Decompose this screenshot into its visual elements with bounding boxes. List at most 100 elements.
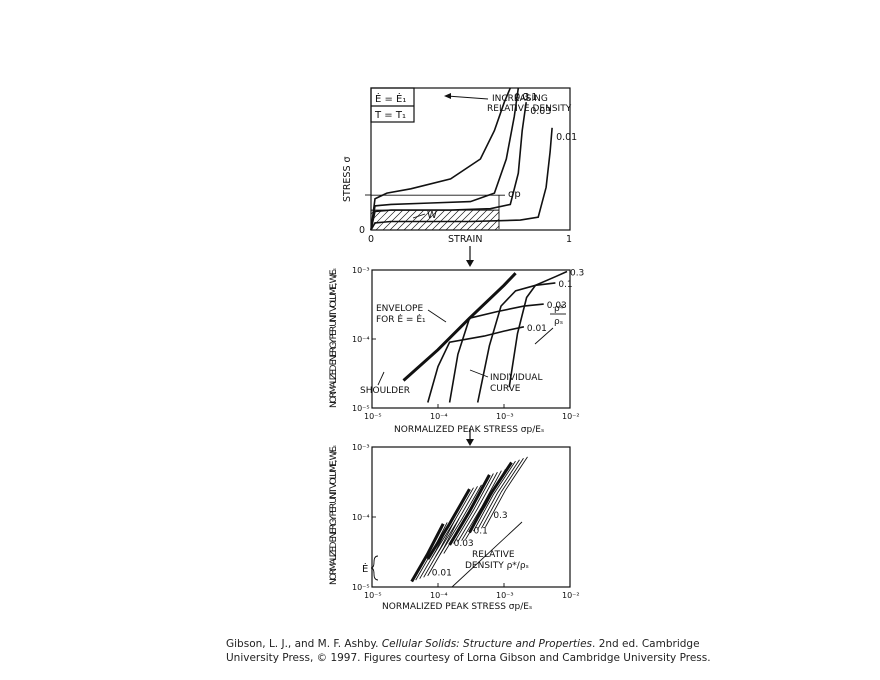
p1-hatch-line [466,209,488,231]
p3-ytick-label: 10⁻³ [352,443,370,452]
p3-xtick-label: 10⁻⁵ [364,591,382,600]
p3-anno-rate: Ė [362,562,368,575]
p1-series-labels: 0.30.1 0.03 0.01 [514,92,577,143]
p3-xlabel: NORMALIZED PEAK STRESS σp/Eₛ [382,602,532,612]
p2-ytick-label: 10⁻³ [352,266,370,275]
p3-band-line [457,471,498,543]
p1-hatch-line [389,209,411,231]
p1-hatch-line [473,209,495,231]
caption-rest: . 2nd ed. Cambridge University Press, © … [226,638,711,664]
p3-tick-labels: 10⁻⁵ 10⁻⁴ 10⁻³ 10⁻² 10⁻⁵ 10⁻⁴ 10⁻³ [352,443,580,600]
p2-ytick-label: 10⁻⁴ [352,335,370,344]
p3-rate-brace [370,555,379,581]
p3-series-0-3 [468,461,513,534]
p1-hatch-line [438,209,460,231]
p1-legend-rate: Ė = Ė₁ [375,92,406,105]
p1-curves [370,87,553,231]
p1-series-0-1 [370,87,520,231]
p2-xtick-label: 10⁻³ [496,412,514,421]
p1-series-0-3 [370,87,512,231]
p1-arrow-line [446,95,489,100]
p3-relative-leader [451,521,523,588]
p3-ytick-label: 10⁻⁴ [352,513,370,522]
p1-series-0-03 [370,102,527,231]
p1-series-0-01 [370,127,553,231]
p1-hatch-line [424,209,446,231]
p1-xlabel: STRAIN [448,234,482,245]
p2-series-0-1 [476,282,556,403]
p3-series-label-0-01: 0.01 [432,569,452,579]
p1-hatch-line [375,209,397,231]
p3-band-line [443,483,486,554]
p3-anno-relative: RELATIVE [472,550,515,560]
p2-rho-leader [534,327,554,345]
p2-xlabel: NORMALIZED PEAK STRESS σp/Eₛ [394,425,544,435]
p3-band-line [465,469,506,540]
p1-hatch-line [410,209,432,231]
caption-title: Cellular Solids: Structure and Propertie… [381,638,593,650]
p2-envelope-leader [427,309,447,323]
p3-band-line [453,473,494,544]
p2-series-0-03 [448,303,544,403]
p3-band-line [485,456,528,528]
p1-ylabel: STRESS σ [342,156,353,202]
p1-xtick-0: 0 [368,234,374,245]
p3-band-line [481,458,524,529]
arrow-2-head [466,439,474,446]
p1-energy-hatch [370,194,505,231]
p1-w-leader [412,213,426,219]
p2-anno-rho-star: ρ* [554,304,565,314]
figure: Ė = Ė₁ T = T₁ INCREASING RELATIVE DENSIT… [329,87,584,612]
p1-anno-relative-density: RELATIVE DENSITY [487,104,572,114]
p3-band-line [473,460,516,532]
p1-anno-increasing: INCREASING [492,94,548,104]
energy-stress-panel-2: 10⁻⁵ 10⁻⁴ 10⁻³ 10⁻²10⁻⁵10⁻⁴10⁻³ 0.30.10.030… [329,266,584,435]
p3-series-label-0-1: 0.1 [473,526,487,536]
p3-xtick-label: 10⁻³ [496,591,514,600]
p3-ylabel: NORMALIZED ENERGY PER UNIT VOLUME, W/Eₛ [329,445,339,585]
p2-ytick-label: 10⁻⁵ [352,404,370,413]
p1-hatch-line [382,209,404,231]
p3-series-label-0-3: 0.3 [493,511,507,521]
p3-series-label-0-03: 0.03 [454,539,474,549]
p1-arrow-head [444,93,451,99]
p3-band-line [427,517,460,577]
p3-band-line [419,520,452,579]
p2-individual-leader [469,369,489,378]
figure-caption: Gibson, L. J., and M. F. Ashby. Cellular… [226,637,746,665]
p3-series-labels: 0.3 0.1 0.03 0.01 [432,511,508,579]
p1-hatch-line [459,209,481,231]
p2-series-0-3 [508,270,568,388]
p2-curves [402,270,568,403]
p2-series-labels: 0.30.1 0.03 0.01 [527,269,584,334]
p1-series-label-0-1: 0.1 [522,92,537,103]
p3-anno-density: DENSITY ρ*/ρₛ [465,561,529,571]
p2-xtick-label: 10⁻² [562,412,580,421]
p1-ytick-0: 0 [359,225,365,236]
p1-hatch-line [494,225,500,231]
p1-hatch-line [431,209,453,231]
p3-band-line [439,484,482,556]
p2-anno-envelope: ENVELOPE [376,304,423,314]
p3-band-line [461,470,502,541]
p2-series-label-0-01: 0.01 [527,324,547,334]
p2-anno-curve: CURVE [490,384,521,394]
arrow-1-head [466,260,474,267]
p1-hatch-line [417,209,439,231]
p2-shoulder-leader [377,371,385,386]
p2-series-label-0-03: 0.03 [547,301,567,311]
p3-curves [410,456,528,583]
p1-anno-sigma-p: σp [508,189,521,200]
p3-band-line [423,519,456,578]
p2-series-label-0-1: 0.1 [558,280,572,290]
p1-legend-temp: T = T₁ [374,110,406,121]
p2-series-label-0-3: 0.3 [570,269,584,279]
p2-tick-labels: 10⁻⁵ 10⁻⁴ 10⁻³ 10⁻² 10⁻⁵ 10⁻⁴ 10⁻³ [352,266,580,421]
p1-hatch-line [396,209,418,231]
p3-band-line [477,459,520,530]
p2-series-envelope [402,272,517,382]
p1-hatch-line [403,209,425,231]
p1-hatch-line [445,209,467,231]
p1-legend-box [370,87,415,123]
p2-xtick-label: 10⁻⁴ [430,412,448,421]
